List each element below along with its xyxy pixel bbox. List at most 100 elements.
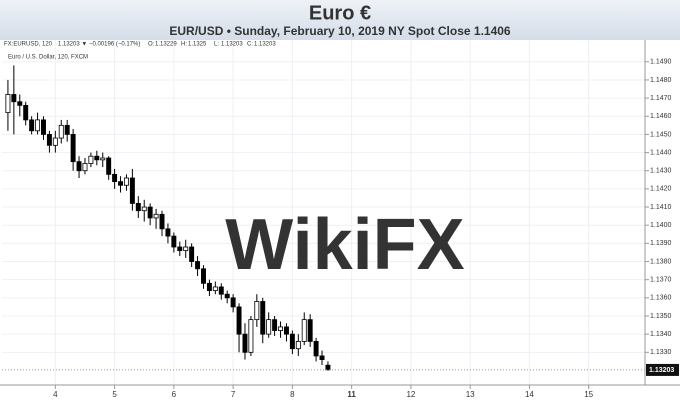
x-tick-label: 7 — [231, 390, 236, 399]
candle-body — [88, 155, 94, 164]
y-tick-label: 1.1400 — [650, 222, 672, 229]
candle-body — [295, 341, 301, 350]
y-tick-label: 1.1430 — [650, 168, 672, 175]
candle-body — [17, 101, 23, 106]
candle-body — [230, 297, 236, 308]
candle-body — [41, 119, 46, 135]
candle-body — [147, 206, 153, 219]
change: 1.13203 ▼ −0.00196 (−0.17%) — [58, 42, 140, 48]
ohlc-value: 1.13203 — [254, 42, 276, 48]
x-tick-label: 11 — [347, 390, 356, 399]
candle-body — [82, 163, 88, 172]
y-tick-label: 1.1330 — [650, 349, 672, 356]
candle-body — [94, 155, 100, 161]
y-tick-label: 1.1420 — [650, 186, 672, 193]
candle-body — [242, 333, 248, 353]
x-tick-label: 8 — [290, 390, 295, 399]
candle-body — [301, 319, 307, 342]
candle-body — [313, 341, 319, 357]
candle-body — [236, 306, 242, 335]
y-tick-label: 1.1360 — [650, 295, 672, 302]
candle-body — [218, 286, 224, 295]
candle-body — [35, 119, 41, 132]
candle-body — [23, 104, 29, 121]
y-tick-label: 1.1470 — [650, 95, 672, 102]
candle-body — [112, 173, 118, 183]
ohlc-label: L: — [214, 42, 219, 48]
ohlc-value: 1.13229 — [155, 42, 177, 48]
y-tick-label: 1.1450 — [650, 131, 672, 138]
x-tick-label: 13 — [466, 390, 475, 399]
x-tick-label: 6 — [172, 390, 177, 399]
candle-body — [11, 94, 17, 103]
candle-body — [153, 213, 159, 219]
candle-body — [118, 181, 123, 186]
candle-body — [135, 203, 141, 212]
y-tick-label: 1.1370 — [650, 277, 672, 284]
candle-body — [224, 293, 230, 299]
grid — [2, 40, 645, 385]
candle-body — [76, 161, 82, 172]
candle-body — [100, 157, 106, 161]
y-tick-label: 1.1440 — [650, 149, 672, 156]
y-tick-label: 1.1460 — [650, 113, 672, 120]
y-tick-label: 1.1410 — [650, 204, 672, 211]
candle-body — [165, 228, 171, 237]
candle-body — [171, 235, 177, 248]
candle-body — [206, 282, 212, 291]
ohlc-value: 1.1325 — [188, 42, 207, 48]
x-tick-label: 15 — [584, 390, 593, 399]
candle-body — [201, 268, 206, 284]
candle-body — [64, 124, 70, 135]
plot — [5, 65, 331, 371]
chart-title: Euro € — [309, 2, 371, 24]
candle-body — [52, 137, 58, 146]
symbol: FX:EURUSD, 120 — [4, 42, 53, 48]
candle-body — [266, 319, 272, 335]
candle-body — [46, 134, 52, 146]
y-tick-label: 1.1480 — [650, 77, 672, 84]
candle-body — [183, 246, 189, 252]
last-price-label: 1.13203 — [649, 367, 674, 374]
x-tick-label: 14 — [525, 390, 534, 399]
candle-body — [307, 319, 313, 342]
candle-body — [58, 124, 64, 139]
watermark: WikiFX — [225, 205, 464, 285]
candle-body — [123, 177, 129, 186]
candle-body — [325, 364, 331, 371]
y-tick-label: 1.1340 — [650, 331, 672, 338]
header-band — [0, 0, 680, 40]
candle-body — [189, 246, 195, 262]
y-tick-label: 1.1490 — [650, 59, 672, 66]
y-tick-label: 1.1380 — [650, 258, 672, 265]
candle-body — [70, 134, 76, 163]
ohlc-label: H: — [181, 42, 187, 48]
candle-body — [254, 301, 260, 321]
y-tick-label: 1.1350 — [650, 313, 672, 320]
last-price-tag — [646, 363, 679, 376]
candle-body — [29, 119, 35, 132]
candle-body — [248, 319, 254, 353]
ohlc-label: O: — [148, 42, 155, 48]
candle-body — [106, 157, 112, 175]
candle-body — [272, 319, 278, 331]
candle-body — [278, 326, 284, 331]
candle-body — [129, 177, 135, 204]
x-tick-label: 4 — [53, 390, 58, 399]
candle-body — [159, 213, 165, 230]
candle-body — [5, 94, 11, 114]
candle-body — [141, 206, 147, 212]
x-tick-label: 5 — [112, 390, 117, 399]
ohlc-readout: O: 1.13229 H: 1.1325 L: 1.13203 C: 1.13203 — [148, 42, 276, 48]
candle-body — [283, 326, 289, 335]
candle-body — [260, 301, 266, 335]
ohlc-label: C: — [247, 42, 253, 48]
ohlc-value: 1.13203 — [221, 42, 243, 48]
instrument: Euro / U.S. Dollar, 120, FXCM — [8, 55, 88, 61]
candle-body — [195, 261, 201, 270]
y-tick-label: 1.1390 — [650, 240, 672, 247]
candle-body — [319, 355, 325, 360]
x-tick-label: 12 — [406, 390, 415, 399]
